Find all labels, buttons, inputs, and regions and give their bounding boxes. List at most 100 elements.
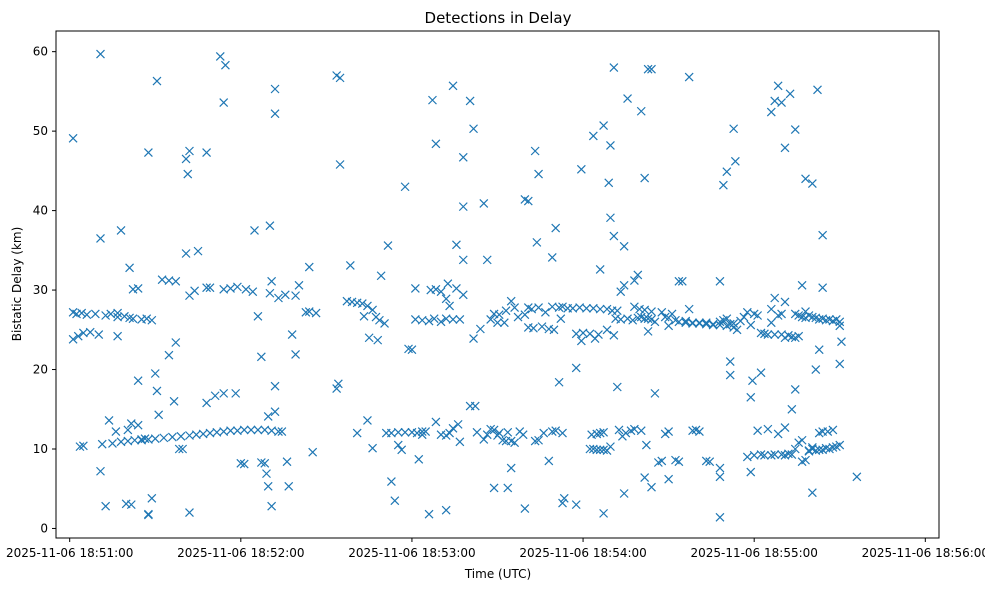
data-point bbox=[133, 284, 143, 293]
data-point bbox=[746, 467, 756, 477]
data-point bbox=[431, 139, 441, 149]
data-point bbox=[801, 455, 810, 465]
data-point bbox=[123, 425, 133, 435]
data-point bbox=[576, 336, 586, 346]
data-point bbox=[801, 307, 810, 316]
data-point bbox=[357, 299, 367, 308]
data-point bbox=[547, 253, 557, 262]
data-point bbox=[104, 415, 114, 425]
data-point bbox=[78, 441, 88, 451]
data-point bbox=[96, 49, 105, 59]
data-point bbox=[82, 310, 92, 320]
data-point bbox=[629, 424, 639, 434]
data-point bbox=[231, 388, 241, 398]
data-point bbox=[544, 456, 554, 466]
data-point bbox=[215, 52, 225, 61]
data-point bbox=[152, 76, 162, 86]
data-point bbox=[253, 311, 263, 321]
data-point bbox=[101, 501, 111, 511]
data-point bbox=[623, 94, 632, 103]
data-point bbox=[253, 425, 263, 435]
data-point bbox=[537, 322, 547, 332]
data-point bbox=[424, 316, 434, 326]
data-point bbox=[469, 334, 478, 343]
data-point bbox=[643, 64, 653, 74]
data-point bbox=[407, 345, 417, 355]
data-point bbox=[684, 304, 694, 314]
data-point bbox=[178, 444, 188, 454]
data-point bbox=[73, 331, 83, 341]
data-point bbox=[262, 469, 271, 479]
data-point bbox=[133, 376, 143, 386]
data-point bbox=[376, 271, 386, 281]
data-point bbox=[171, 276, 181, 286]
x-tick-label: 2025-11-06 18:55:00 bbox=[690, 546, 817, 560]
data-point bbox=[732, 325, 742, 335]
data-point bbox=[609, 63, 619, 72]
data-point bbox=[701, 456, 711, 466]
data-point bbox=[660, 312, 670, 322]
data-point bbox=[614, 425, 624, 435]
data-point bbox=[592, 445, 602, 455]
data-point bbox=[657, 307, 667, 317]
data-point bbox=[125, 313, 135, 323]
data-point bbox=[101, 311, 111, 320]
data-point bbox=[609, 231, 619, 241]
data-point bbox=[606, 213, 615, 223]
data-point bbox=[766, 318, 776, 328]
data-point bbox=[582, 303, 591, 313]
data-point bbox=[181, 249, 191, 258]
data-point bbox=[270, 109, 280, 119]
y-tick-label: 40 bbox=[33, 204, 48, 218]
data-point bbox=[154, 410, 164, 420]
data-point bbox=[619, 241, 629, 251]
data-point bbox=[599, 445, 609, 455]
data-points bbox=[68, 49, 862, 522]
data-point bbox=[715, 276, 725, 286]
data-point bbox=[753, 426, 763, 436]
data-point bbox=[373, 335, 383, 345]
data-point bbox=[551, 223, 561, 233]
data-point bbox=[571, 363, 581, 373]
data-point bbox=[210, 391, 220, 401]
data-point bbox=[147, 493, 157, 503]
data-point bbox=[510, 303, 520, 312]
data-point bbox=[68, 334, 78, 344]
data-point bbox=[75, 442, 85, 452]
data-point bbox=[725, 357, 735, 367]
data-point bbox=[818, 230, 828, 240]
data-point bbox=[113, 331, 123, 341]
data-point bbox=[835, 440, 845, 450]
data-point bbox=[77, 308, 87, 318]
data-point bbox=[267, 501, 277, 511]
data-point bbox=[636, 106, 646, 116]
data-point bbox=[226, 426, 235, 436]
data-point bbox=[125, 263, 135, 273]
data-point bbox=[239, 459, 249, 469]
data-point bbox=[436, 287, 446, 297]
data-point bbox=[364, 333, 374, 343]
data-point bbox=[493, 318, 502, 328]
data-point bbox=[270, 84, 280, 94]
data-point bbox=[274, 427, 283, 436]
data-point bbox=[770, 293, 780, 303]
data-point bbox=[725, 370, 735, 380]
data-point bbox=[595, 264, 605, 274]
data-point bbox=[554, 303, 564, 312]
data-point bbox=[458, 255, 468, 265]
data-point bbox=[363, 301, 372, 311]
data-point bbox=[602, 304, 612, 314]
data-point bbox=[147, 315, 157, 325]
data-point bbox=[532, 237, 542, 247]
y-tick-label: 10 bbox=[33, 442, 48, 456]
data-point bbox=[510, 438, 520, 448]
y-tick-label: 50 bbox=[33, 124, 48, 138]
data-point bbox=[551, 426, 561, 436]
data-point bbox=[813, 85, 822, 95]
data-point bbox=[417, 427, 427, 436]
data-point bbox=[332, 384, 342, 394]
data-point bbox=[753, 311, 763, 320]
data-point bbox=[176, 431, 186, 441]
data-point bbox=[152, 386, 162, 396]
data-point bbox=[518, 430, 528, 440]
